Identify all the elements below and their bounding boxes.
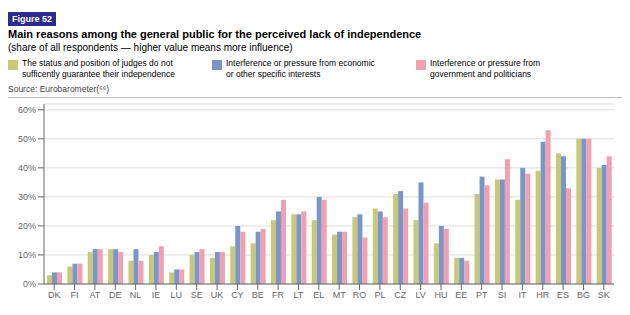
html-text:Figure 52: Figure 52 bbox=[12, 14, 52, 24]
svg-text:SE: SE bbox=[191, 290, 203, 300]
svg-text:NL: NL bbox=[130, 290, 142, 300]
svg-text:30%: 30% bbox=[18, 192, 36, 202]
svg-text:EL: EL bbox=[313, 290, 324, 300]
svg-text:10%: 10% bbox=[18, 250, 36, 260]
html-text:The status and position of jud: The status and position of judges do not… bbox=[22, 58, 175, 79]
svg-text:RO: RO bbox=[353, 290, 367, 300]
svg-text:DE: DE bbox=[109, 290, 122, 300]
svg-text:50%: 50% bbox=[18, 134, 36, 144]
svg-text:SK: SK bbox=[598, 290, 610, 300]
html-text:(share of all respondents — hi: (share of all respondents — higher value… bbox=[8, 42, 293, 53]
svg-text:0%: 0% bbox=[23, 279, 36, 289]
svg-text:CY: CY bbox=[231, 290, 244, 300]
svg-text:PT: PT bbox=[476, 290, 488, 300]
svg-text:LV: LV bbox=[415, 290, 425, 300]
html-text:Source: Eurobarometer(⁶⁶): Source: Eurobarometer(⁶⁶) bbox=[8, 84, 109, 94]
html-text:Interference or pressure from: Interference or pressure from government… bbox=[430, 58, 541, 79]
svg-text:BE: BE bbox=[252, 290, 264, 300]
svg-text:BG: BG bbox=[577, 290, 590, 300]
svg-text:LT: LT bbox=[294, 290, 304, 300]
svg-text:LU: LU bbox=[171, 290, 183, 300]
html-text:Interference or pressure from: Interference or pressure from economic o… bbox=[226, 58, 375, 79]
svg-text:DK: DK bbox=[48, 290, 61, 300]
svg-text:EE: EE bbox=[455, 290, 467, 300]
svg-text:MT: MT bbox=[333, 290, 346, 300]
svg-text:PL: PL bbox=[374, 290, 385, 300]
svg-text:HR: HR bbox=[536, 290, 549, 300]
html-text:Main reasons among the general: Main reasons among the general public fo… bbox=[8, 28, 422, 40]
svg-text:HU: HU bbox=[434, 290, 447, 300]
svg-text:60%: 60% bbox=[18, 105, 36, 115]
svg-text:20%: 20% bbox=[18, 221, 36, 231]
svg-text:AT: AT bbox=[89, 290, 100, 300]
svg-text:FR: FR bbox=[272, 290, 284, 300]
svg-text:ES: ES bbox=[557, 290, 569, 300]
svg-text:40%: 40% bbox=[18, 163, 36, 173]
svg-text:IT: IT bbox=[518, 290, 527, 300]
svg-text:IE: IE bbox=[152, 290, 161, 300]
svg-text:CZ: CZ bbox=[394, 290, 406, 300]
svg-text:SI: SI bbox=[498, 290, 507, 300]
svg-text:FI: FI bbox=[71, 290, 79, 300]
svg-text:UK: UK bbox=[211, 290, 224, 300]
